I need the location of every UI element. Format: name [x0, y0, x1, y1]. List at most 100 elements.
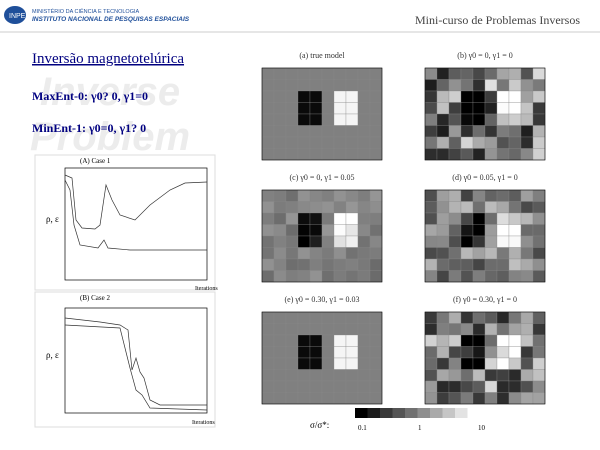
- grid-cell: [484, 201, 498, 214]
- grid-cell: [532, 357, 546, 370]
- grid-cell: [297, 323, 311, 336]
- panel-frame: [424, 189, 546, 283]
- grid-cell: [436, 189, 450, 202]
- grid-cell: [436, 323, 450, 336]
- grid-cell: [508, 346, 522, 359]
- grid-cell: [508, 212, 522, 225]
- grid-cell: [285, 258, 299, 271]
- grid-cell: [309, 224, 323, 237]
- grid-cell: [357, 79, 371, 92]
- grid-cell: [436, 380, 450, 393]
- grid-cell: [472, 148, 486, 161]
- grid-cell: [520, 67, 534, 80]
- grid-cell: [520, 201, 534, 214]
- grid-cell: [369, 235, 383, 248]
- grid-cell: [321, 79, 335, 92]
- grid-cell: [436, 125, 450, 138]
- grid-cell: [285, 346, 299, 359]
- grid-cell: [472, 323, 486, 336]
- grid-cell: [424, 357, 438, 370]
- grid-cell: [532, 323, 546, 336]
- grid-cell: [448, 90, 462, 103]
- logo: [4, 6, 26, 24]
- colorbar-cell: [355, 408, 368, 418]
- grid-cell: [333, 235, 347, 248]
- grid-cell: [448, 148, 462, 161]
- grid-cell: [448, 201, 462, 214]
- grid-cell: [424, 369, 438, 382]
- grid-cell: [484, 67, 498, 80]
- grid-cell: [261, 136, 275, 149]
- grid-cell: [357, 258, 371, 271]
- grid-cell: [309, 323, 323, 336]
- grid-cell: [345, 323, 359, 336]
- grid-cell: [484, 136, 498, 149]
- grid-cell: [369, 247, 383, 260]
- grid-cell: [345, 125, 359, 138]
- grid-cell: [333, 79, 347, 92]
- grid-cell: [484, 369, 498, 382]
- grid-cell: [273, 136, 287, 149]
- grid-cell: [321, 270, 335, 283]
- grid-cell: [297, 357, 311, 370]
- grid-cell: [460, 380, 474, 393]
- grid-cell: [333, 125, 347, 138]
- grid-cell: [532, 189, 546, 202]
- grid-cell: [297, 235, 311, 248]
- grid-cell: [309, 334, 323, 347]
- axes: [64, 307, 208, 414]
- grid-cell: [261, 79, 275, 92]
- grid-cell: [532, 136, 546, 149]
- grid-cell: [436, 311, 450, 324]
- grid-cell: [424, 189, 438, 202]
- grid-cell: [484, 212, 498, 225]
- panel-label: (c) γ0 = 0, γ1 = 0.05: [290, 173, 355, 182]
- colorbar-cell: [367, 408, 380, 418]
- grid-cell: [460, 67, 474, 80]
- grid-cell: [424, 90, 438, 103]
- grid-cell: [460, 346, 474, 359]
- grid-cell: [520, 334, 534, 347]
- grid-cell: [321, 148, 335, 161]
- grid-cell: [369, 380, 383, 393]
- grid-cell: [532, 258, 546, 271]
- grid-cell: [273, 258, 287, 271]
- grid-cell: [285, 357, 299, 370]
- grid-cell: [273, 125, 287, 138]
- grid-cell: [424, 346, 438, 359]
- grid-cell: [309, 212, 323, 225]
- grid-cell: [496, 369, 510, 382]
- grid-cell: [273, 102, 287, 115]
- grid-cell: [273, 235, 287, 248]
- grid-cell: [508, 380, 522, 393]
- grid-cell: [532, 212, 546, 225]
- grid-cell: [436, 102, 450, 115]
- grid-cell: [273, 369, 287, 382]
- grid-cell: [357, 323, 371, 336]
- colorbar-cell: [455, 408, 468, 418]
- grid-cell: [333, 102, 347, 115]
- grid-cell: [532, 90, 546, 103]
- grid-cell: [520, 102, 534, 115]
- grid-cell: [345, 148, 359, 161]
- grid-cell: [357, 125, 371, 138]
- grid-cell: [520, 125, 534, 138]
- grid-cell: [345, 136, 359, 149]
- grid-cell: [472, 189, 486, 202]
- grid-cell: [484, 247, 498, 260]
- grid-cell: [424, 258, 438, 271]
- grid-cell: [472, 346, 486, 359]
- grid-cell: [532, 113, 546, 126]
- grid-cell: [357, 270, 371, 283]
- grid-cell: [508, 392, 522, 405]
- grid-cell: [285, 311, 299, 324]
- grid-cell: [261, 125, 275, 138]
- grid-cell: [484, 357, 498, 370]
- grid-cell: [261, 113, 275, 126]
- grid-cell: [460, 334, 474, 347]
- grid-cell: [424, 125, 438, 138]
- grid-cell: [309, 125, 323, 138]
- grid-cell: [285, 369, 299, 382]
- panel-frame: [261, 67, 383, 161]
- grid-cell: [520, 189, 534, 202]
